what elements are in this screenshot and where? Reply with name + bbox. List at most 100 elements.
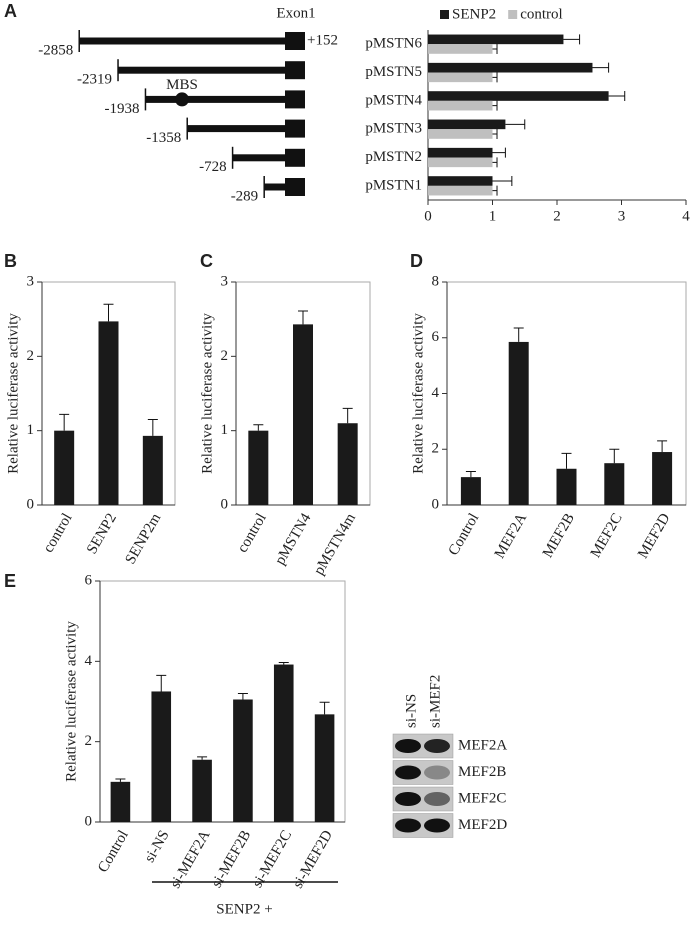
exon-label: Exon1 (276, 5, 315, 21)
bar (54, 430, 75, 505)
y-tick-label: pMSTN5 (365, 64, 422, 80)
bar (428, 147, 493, 158)
panel-label: B (4, 251, 17, 271)
exon-box (285, 119, 305, 138)
error-bar (492, 128, 498, 139)
construct-label: -1938 (104, 101, 139, 117)
y-tick-label: 8 (432, 273, 440, 289)
bar (233, 699, 253, 822)
exon-box (285, 90, 305, 109)
legend-swatch (508, 10, 518, 19)
error-bar (492, 185, 498, 196)
y-tick-label: 2 (27, 348, 35, 364)
x-tick-label: SENP2 (84, 511, 120, 557)
y-tick-label: pMSTN3 (365, 121, 422, 137)
bar (192, 759, 212, 822)
y-tick-label: pMSTN6 (365, 36, 422, 52)
bar (110, 781, 131, 822)
blot-band (395, 792, 421, 806)
bar (428, 44, 493, 54)
y-tick-label: 0 (432, 496, 440, 512)
x-tick-label: control (235, 511, 270, 556)
error-bar (492, 100, 498, 111)
error-bar (115, 778, 126, 782)
y-tick-label: pMSTN1 (365, 177, 422, 193)
x-tick-label: 1 (489, 208, 497, 224)
construct-label: -2858 (38, 42, 73, 58)
legend-label: SENP2 (452, 6, 496, 22)
x-tick-label: si-MEF2B (209, 828, 255, 891)
blot-column-label: si-NS (403, 694, 419, 728)
x-tick-label: control (41, 511, 76, 556)
bar (460, 477, 481, 505)
blot-row-label: MEF2B (458, 764, 506, 780)
bar (293, 324, 313, 505)
legend-label: control (520, 6, 563, 22)
blot-band (395, 818, 421, 833)
x-tick-label: MEF2A (492, 511, 531, 562)
y-axis-label: Relative luciferase activity (199, 313, 215, 474)
y-tick-label: 0 (221, 496, 229, 512)
panel-label: D (410, 251, 423, 271)
legend-swatch (440, 10, 449, 19)
bar (273, 664, 294, 822)
bar (604, 463, 625, 505)
promoter-bar (79, 37, 285, 45)
error-bar (492, 72, 498, 83)
bar (428, 119, 506, 130)
x-tick-label: pMSTN4m (311, 510, 359, 577)
x-tick-label: 2 (553, 208, 561, 224)
bar (248, 430, 269, 505)
blot-strip (392, 760, 454, 785)
blot-band (424, 739, 450, 753)
error-bar (492, 43, 498, 54)
blot-band (424, 818, 450, 833)
bar (98, 321, 119, 505)
blot-column-label: si-MEF2 (427, 675, 443, 728)
blot-band (424, 792, 450, 806)
bar (428, 34, 564, 45)
blot-row-label: MEF2A (458, 737, 507, 753)
x-tick-label: SENP2m (122, 510, 164, 567)
bar (428, 72, 493, 83)
error-bar (147, 419, 158, 436)
error-bar (492, 176, 513, 187)
x-tick-label: si-MEF2C (250, 828, 296, 891)
error-bar (237, 692, 248, 700)
blot-band (424, 765, 450, 780)
x-tick-label: 3 (618, 208, 626, 224)
error-bar (253, 424, 264, 431)
bar (151, 691, 172, 822)
y-axis-label: Relative luciferase activity (410, 313, 426, 474)
construct-label: -2319 (77, 72, 112, 88)
bar (337, 423, 358, 505)
y-tick-label: 3 (221, 273, 229, 289)
bar (428, 91, 609, 101)
bar (556, 468, 577, 505)
y-tick-label: 6 (432, 329, 440, 345)
x-tick-label: MEF2C (588, 511, 626, 561)
error-bar (342, 407, 353, 424)
error-bar (561, 452, 572, 469)
y-tick-label: 3 (27, 273, 35, 289)
bar (428, 100, 493, 111)
bar (652, 452, 673, 505)
panel-label: A (4, 1, 17, 21)
promoter-bar (232, 154, 285, 162)
promoter-bar (118, 66, 285, 74)
bar (428, 185, 493, 196)
bar (142, 435, 163, 505)
y-tick-label: 6 (85, 572, 93, 588)
y-tick-label: 1 (221, 422, 229, 438)
blot-band (395, 739, 421, 753)
y-tick-label: 2 (432, 441, 440, 457)
bar (314, 714, 335, 822)
x-tick-label: Control (95, 828, 132, 876)
error-bar (513, 327, 524, 342)
x-tick-label: Control (446, 511, 483, 559)
x-tick-label: MEF2B (540, 511, 578, 561)
y-axis-label: Relative luciferase activity (5, 313, 21, 474)
exon-end-label: +152 (307, 32, 338, 48)
bar (428, 157, 493, 168)
